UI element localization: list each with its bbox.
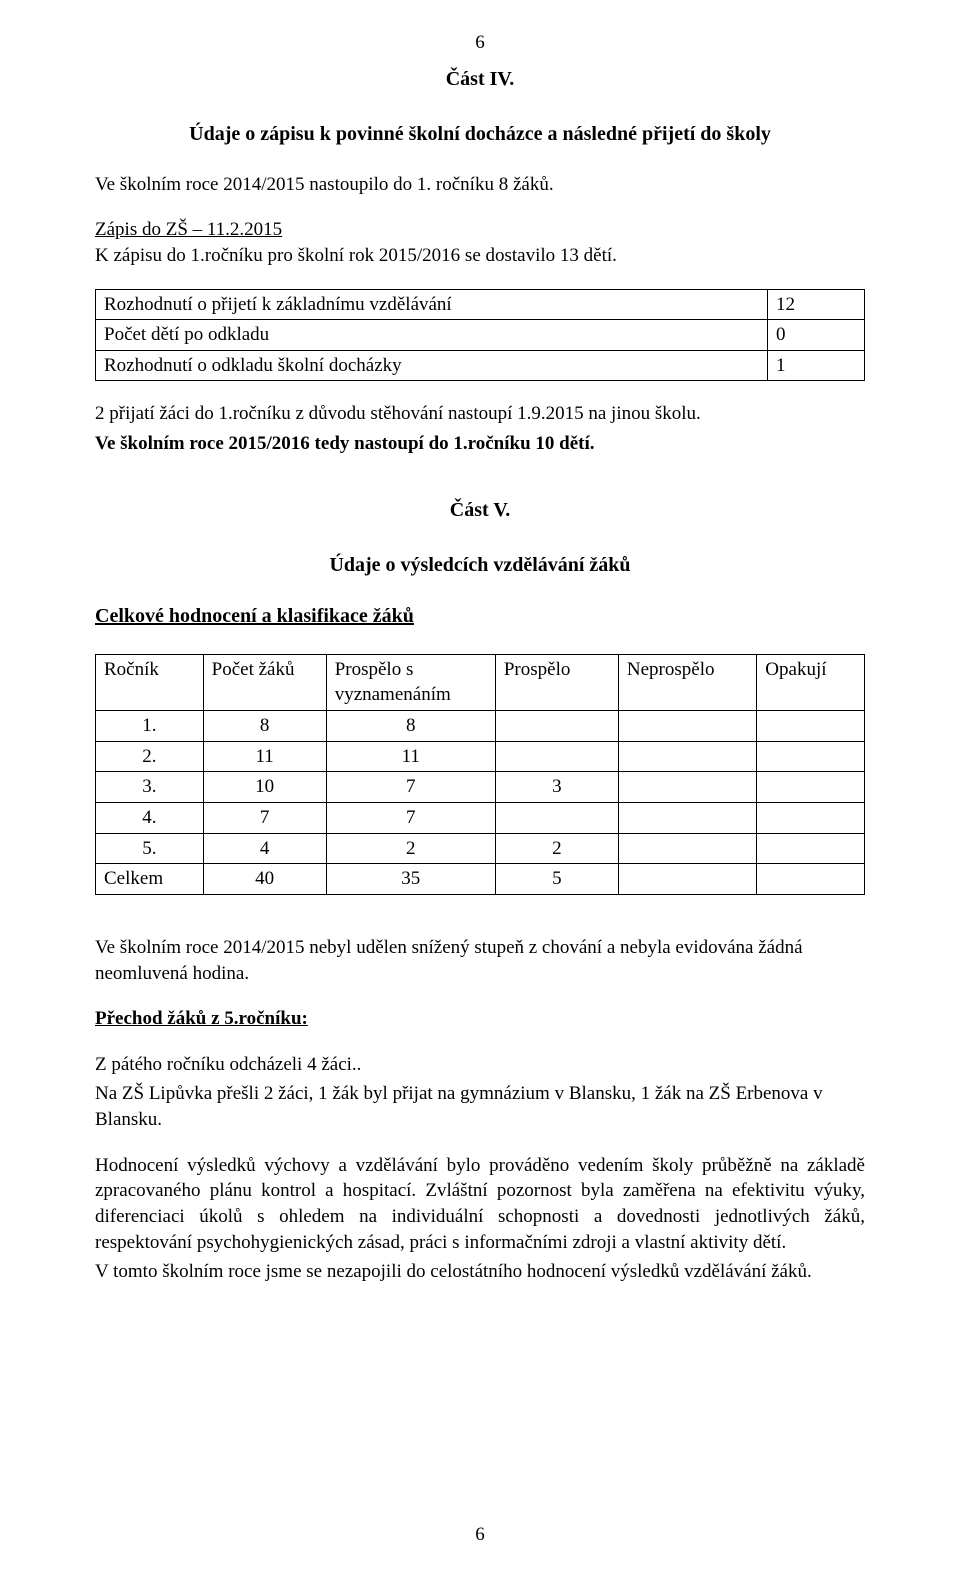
- cell: 3.: [96, 772, 204, 803]
- part5-heading: Část V.: [95, 497, 865, 524]
- table-row: 2. 11 11: [96, 741, 865, 772]
- decision-value: 12: [768, 289, 865, 320]
- para-after-results: Ve školním roce 2014/2015 nebyl udělen s…: [95, 935, 865, 986]
- cell: [757, 802, 865, 833]
- section-label: Celkové hodnocení a klasifikace žáků: [95, 603, 865, 630]
- col-neprospelo: Neprospělo: [618, 654, 756, 710]
- cell: [618, 711, 756, 742]
- col-prospelo: Prospělo: [495, 654, 618, 710]
- zapis-label: Zápis do ZŠ – 11.2.2015: [95, 219, 282, 240]
- cell: [757, 833, 865, 864]
- cell: 4.: [96, 802, 204, 833]
- cell: 8: [326, 711, 495, 742]
- para-long: Hodnocení výsledků výchovy a vzdělávání …: [95, 1153, 865, 1256]
- table-row: 3. 10 7 3: [96, 772, 865, 803]
- cell: 5.: [96, 833, 204, 864]
- after-table-line1: 2 přijatí žáci do 1.ročníku z důvodu stě…: [95, 401, 865, 427]
- part4-heading: Část IV.: [95, 66, 865, 93]
- table-row: Počet dětí po odkladu 0: [96, 320, 865, 351]
- cell: 2.: [96, 741, 204, 772]
- cell: 11: [326, 741, 495, 772]
- prechod-p1: Z pátého ročníku odcházeli 4 žáci..: [95, 1052, 865, 1078]
- results-header-row: Ročník Počet žáků Prospělo s vyznamenání…: [96, 654, 865, 710]
- cell: 35: [326, 864, 495, 895]
- col-pocet: Počet žáků: [203, 654, 326, 710]
- table-row: Rozhodnutí o odkladu školní docházky 1: [96, 350, 865, 381]
- cell: 7: [326, 772, 495, 803]
- decision-label: Rozhodnutí o odkladu školní docházky: [96, 350, 768, 381]
- document-page: 6 Část IV. Údaje o zápisu k povinné škol…: [0, 0, 960, 1574]
- part4-line1: Ve školním roce 2014/2015 nastoupilo do …: [95, 172, 865, 198]
- cell: 1.: [96, 711, 204, 742]
- cell: [757, 741, 865, 772]
- after-table-line2: Ve školním roce 2015/2016 tedy nastoupí …: [95, 431, 865, 457]
- cell: [618, 833, 756, 864]
- cell: 4: [203, 833, 326, 864]
- cell: [757, 711, 865, 742]
- zapis-block: Zápis do ZŠ – 11.2.2015 K zápisu do 1.ro…: [95, 217, 865, 268]
- cell: [757, 864, 865, 895]
- cell: 2: [495, 833, 618, 864]
- col-rocnik: Ročník: [96, 654, 204, 710]
- table-row-total: Celkem 40 35 5: [96, 864, 865, 895]
- part5-subheading: Údaje o výsledcích vzdělávání žáků: [95, 552, 865, 579]
- para-last: V tomto školním roce jsme se nezapojili …: [95, 1259, 865, 1285]
- cell: 8: [203, 711, 326, 742]
- col-opakuji: Opakují: [757, 654, 865, 710]
- prechod-heading-text: Přechod žáků z 5.ročníku:: [95, 1008, 308, 1029]
- cell: Celkem: [96, 864, 204, 895]
- decision-label: Rozhodnutí o přijetí k základnímu vzdělá…: [96, 289, 768, 320]
- cell: [618, 741, 756, 772]
- cell: 7: [203, 802, 326, 833]
- cell: 5: [495, 864, 618, 895]
- part4-subheading: Údaje o zápisu k povinné školní docházce…: [95, 121, 865, 148]
- cell: [495, 741, 618, 772]
- cell: [757, 772, 865, 803]
- prechod-heading: Přechod žáků z 5.ročníku:: [95, 1006, 865, 1032]
- zapis-text: K zápisu do 1.ročníku pro školní rok 201…: [95, 245, 617, 266]
- decisions-table: Rozhodnutí o přijetí k základnímu vzdělá…: [95, 289, 865, 382]
- cell: 2: [326, 833, 495, 864]
- cell: 40: [203, 864, 326, 895]
- prechod-p2: Na ZŠ Lipůvka přešli 2 žáci, 1 žák byl p…: [95, 1081, 865, 1132]
- cell: [618, 772, 756, 803]
- cell: 7: [326, 802, 495, 833]
- cell: [618, 864, 756, 895]
- cell: [495, 802, 618, 833]
- table-row: 5. 4 2 2: [96, 833, 865, 864]
- page-number-bottom: 6: [0, 1522, 960, 1548]
- decision-value: 0: [768, 320, 865, 351]
- cell: 11: [203, 741, 326, 772]
- decision-value: 1: [768, 350, 865, 381]
- cell: 10: [203, 772, 326, 803]
- table-row: Rozhodnutí o přijetí k základnímu vzdělá…: [96, 289, 865, 320]
- table-row: 4. 7 7: [96, 802, 865, 833]
- table-row: 1. 8 8: [96, 711, 865, 742]
- cell: 3: [495, 772, 618, 803]
- decision-label: Počet dětí po odkladu: [96, 320, 768, 351]
- col-vyzn: Prospělo s vyznamenáním: [326, 654, 495, 710]
- page-number-top: 6: [95, 30, 865, 56]
- results-table: Ročník Počet žáků Prospělo s vyznamenání…: [95, 654, 865, 895]
- cell: [495, 711, 618, 742]
- cell: [618, 802, 756, 833]
